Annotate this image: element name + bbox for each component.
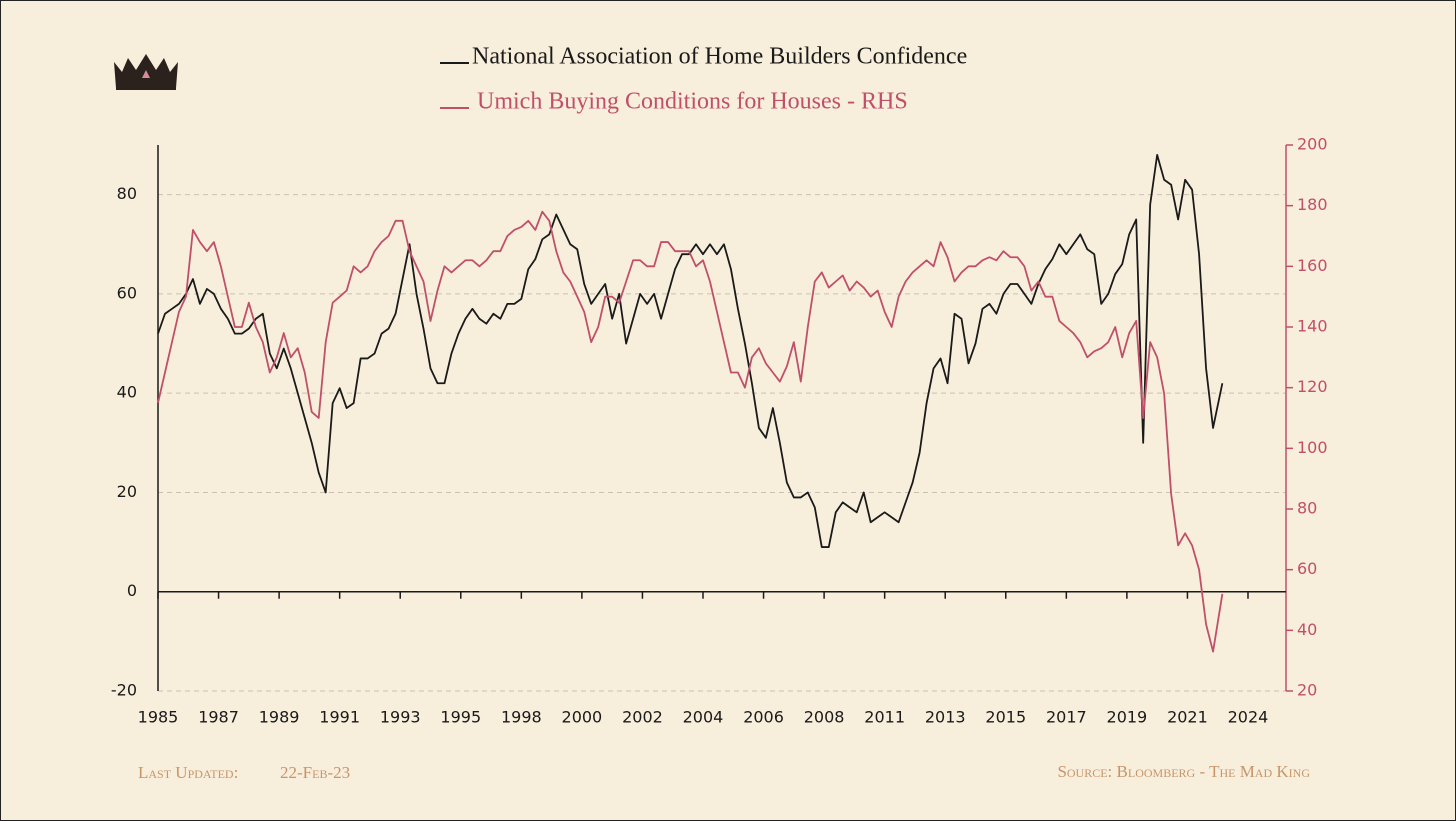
legend-label: Umich Buying Conditions for Houses - RHS [477,89,908,115]
y2-tick-label: 60 [1297,559,1317,578]
y2-tick-label: 160 [1297,256,1328,275]
legend-label: National Association of Home Builders Co… [472,44,967,70]
x-tick-label: 1993 [380,708,421,727]
updated-label: Last Updated: [138,763,238,782]
y-tick-label: 40 [117,383,137,402]
x-tick-label: 1985 [138,708,179,727]
source: Source: Bloomberg - The Mad King [1057,762,1310,781]
y-tick-label: 0 [127,581,137,600]
y-tick-label: 80 [117,184,137,203]
y2-tick-label: 80 [1297,499,1317,518]
y-tick-label: 60 [117,283,137,302]
y2-tick-label: 140 [1297,317,1328,336]
x-tick-label: 2006 [743,708,784,727]
y2-tick-label: 180 [1297,195,1328,214]
x-tick-label: 2008 [804,708,845,727]
x-tick-label: 2004 [683,708,724,727]
series-line [157,210,1224,653]
x-tick-label: 2024 [1228,708,1269,727]
y2-tick-label: 40 [1297,620,1317,639]
x-tick-label: 2011 [864,708,905,727]
x-tick-label: 2017 [1046,708,1087,727]
crown-logo [114,54,178,90]
x-tick-label: 2000 [562,708,603,727]
x-tick-label: 2002 [622,708,663,727]
x-tick-label: 2019 [1107,708,1148,727]
x-tick-label: 1995 [440,708,481,727]
y2-tick-label: 100 [1297,438,1328,457]
x-tick-label: 2015 [985,708,1026,727]
y2-tick-label: 200 [1297,135,1328,154]
x-tick-label: 1987 [198,708,239,727]
series-line [157,154,1224,548]
y2-tick-label: 20 [1297,681,1317,700]
x-tick-label: 1998 [501,708,542,727]
y-tick-label: 20 [117,482,137,501]
y-tick-label: -20 [111,681,137,700]
x-tick-label: 2021 [1167,708,1208,727]
x-tick-label: 1991 [319,708,360,727]
x-tick-label: 1989 [259,708,300,727]
updated-date: 22-Feb-23 [280,763,350,782]
y2-tick-label: 120 [1297,377,1328,396]
x-tick-label: 2013 [925,708,966,727]
